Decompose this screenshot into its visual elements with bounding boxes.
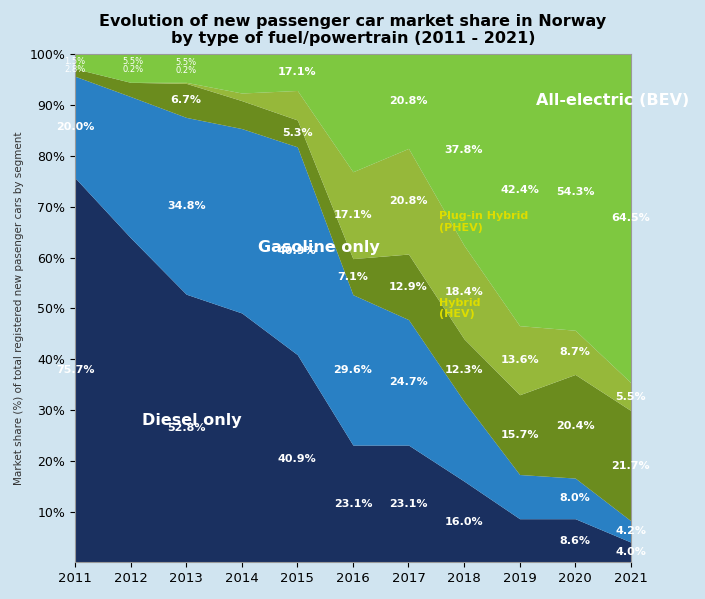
Text: 40.9%: 40.9% [278,246,317,256]
Text: 37.8%: 37.8% [445,145,484,155]
Text: 52.8%: 52.8% [167,423,205,433]
Text: 18.4%: 18.4% [445,287,484,297]
Text: 0.2%: 0.2% [123,65,144,74]
Text: 75.7%: 75.7% [56,365,94,375]
Text: Plug-in Hybrid
(PHEV): Plug-in Hybrid (PHEV) [439,211,528,233]
Text: 23.1%: 23.1% [333,499,372,509]
Text: 7.1%: 7.1% [338,271,368,282]
Text: 20.0%: 20.0% [56,122,94,132]
Text: 40.9%: 40.9% [278,453,317,464]
Text: 20.4%: 20.4% [556,421,594,431]
Text: 8.6%: 8.6% [560,536,591,546]
Text: 16.0%: 16.0% [445,517,484,527]
Text: 8.7%: 8.7% [560,347,591,358]
Text: 15.7%: 15.7% [501,429,539,440]
Text: 6.7%: 6.7% [171,95,202,105]
Text: 23.1%: 23.1% [389,499,428,509]
Text: 12.9%: 12.9% [389,282,428,292]
Text: 4.0%: 4.0% [615,547,646,557]
Text: 29.6%: 29.6% [333,365,372,375]
Text: Hybrid
(HEV): Hybrid (HEV) [439,298,481,319]
Title: Evolution of new passenger car market share in Norway
by type of fuel/powertrain: Evolution of new passenger car market sh… [99,14,606,46]
Text: 5.5%: 5.5% [123,56,144,65]
Y-axis label: Market share (%) of total registered new pasenger cars by segment: Market share (%) of total registered new… [14,132,24,485]
Text: Gasoline only: Gasoline only [259,240,380,255]
Text: 8.0%: 8.0% [560,494,591,503]
Text: 4.2%: 4.2% [615,527,646,536]
Text: 5.3%: 5.3% [282,128,312,138]
Text: 64.5%: 64.5% [611,213,650,223]
Text: 1.5%: 1.5% [64,57,85,66]
Text: All-electric (BEV): All-electric (BEV) [537,93,689,108]
Text: 34.8%: 34.8% [167,201,205,211]
Text: 20.8%: 20.8% [389,196,428,206]
Text: 42.4%: 42.4% [500,185,539,195]
Text: 17.1%: 17.1% [333,210,372,220]
Text: 20.8%: 20.8% [389,96,428,107]
Text: 17.1%: 17.1% [278,68,317,77]
Text: 0.2%: 0.2% [176,66,197,75]
Text: 5.5%: 5.5% [176,58,197,66]
Text: 24.7%: 24.7% [389,377,428,388]
Text: Diesel only: Diesel only [142,413,241,428]
Text: 2.8%: 2.8% [64,65,86,74]
Text: 54.3%: 54.3% [556,187,594,197]
Text: 13.6%: 13.6% [501,355,539,365]
Text: 12.3%: 12.3% [445,365,484,375]
Text: 5.5%: 5.5% [615,392,646,401]
Text: 21.7%: 21.7% [611,461,650,471]
